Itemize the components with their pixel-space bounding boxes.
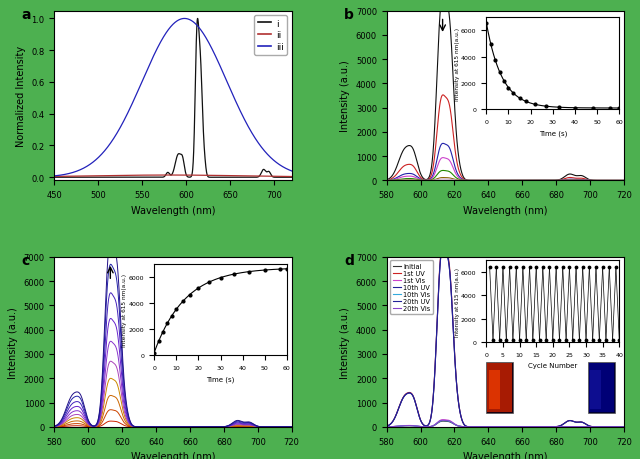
- Line: 20th UV: 20th UV: [387, 247, 627, 427]
- Initial: [501, 424, 509, 430]
- 10th Vis: [623, 424, 631, 430]
- 10th UV: [481, 424, 488, 430]
- 20th Vis: [489, 424, 497, 430]
- 1st UV: [501, 424, 509, 430]
- 20th UV: [571, 419, 579, 425]
- 1st Vis: [489, 424, 497, 430]
- 20th UV: [481, 424, 488, 430]
- Initial: [481, 424, 488, 430]
- 10th Vis: [489, 424, 497, 430]
- 20th UV: [575, 420, 583, 425]
- Y-axis label: Intensity (a.u.): Intensity (a.u.): [340, 306, 350, 378]
- 10th Vis: [575, 424, 583, 430]
- 10th UV: [623, 424, 631, 430]
- 10th Vis: [383, 424, 390, 430]
- 10th UV: [383, 424, 390, 429]
- 1st Vis: [571, 424, 579, 430]
- Line: 1st Vis: 1st Vis: [387, 420, 627, 427]
- 1st Vis: [481, 424, 488, 430]
- Initial: [408, 423, 415, 429]
- Initial: [575, 424, 583, 430]
- Line: Initial: Initial: [387, 421, 627, 427]
- Initial: [571, 424, 579, 430]
- Text: c: c: [21, 254, 29, 268]
- Initial: [383, 424, 390, 430]
- 10th Vis: [571, 424, 579, 430]
- Legend: i, ii, iii: i, ii, iii: [254, 16, 287, 56]
- Initial: [439, 419, 447, 424]
- X-axis label: Wavelength (nm): Wavelength (nm): [463, 205, 548, 215]
- 1st Vis: [439, 417, 447, 423]
- 20th UV: [548, 424, 556, 430]
- 1st Vis: [501, 424, 509, 430]
- 10th Vis: [548, 424, 556, 430]
- 1st Vis: [408, 423, 415, 428]
- 1st UV: [408, 391, 415, 396]
- 20th Vis: [575, 424, 583, 430]
- 1st UV: [623, 424, 631, 430]
- 20th Vis: [548, 424, 556, 430]
- 20th UV: [383, 424, 390, 429]
- 20th Vis: [501, 424, 509, 430]
- 10th UV: [571, 419, 579, 425]
- Y-axis label: Intensity (a.u.): Intensity (a.u.): [8, 306, 18, 378]
- 1st UV: [383, 423, 390, 429]
- 10th UV: [408, 391, 415, 397]
- 1st UV: [439, 242, 447, 247]
- Line: 10th UV: 10th UV: [387, 247, 627, 427]
- Y-axis label: Normalized Intensity: Normalized Intensity: [16, 46, 26, 147]
- Text: b: b: [344, 8, 354, 22]
- 1st Vis: [623, 424, 631, 430]
- 1st Vis: [548, 424, 556, 430]
- 1st UV: [481, 424, 488, 430]
- 20th Vis: [623, 424, 631, 430]
- 10th UV: [548, 424, 556, 430]
- 20th UV: [439, 245, 447, 250]
- 20th UV: [623, 424, 631, 430]
- 1st UV: [575, 420, 583, 425]
- 20th Vis: [439, 418, 447, 423]
- Initial: [623, 424, 631, 430]
- Y-axis label: Intensity (a.u.): Intensity (a.u.): [340, 61, 350, 132]
- 1st Vis: [575, 424, 583, 430]
- X-axis label: Wavelength (nm): Wavelength (nm): [463, 451, 548, 459]
- Line: 20th Vis: 20th Vis: [387, 420, 627, 427]
- 20th UV: [501, 424, 509, 430]
- 10th UV: [489, 424, 497, 430]
- 10th UV: [501, 424, 509, 430]
- 10th Vis: [439, 418, 447, 423]
- 20th Vis: [481, 424, 488, 430]
- X-axis label: Wavelength (nm): Wavelength (nm): [131, 451, 215, 459]
- 20th Vis: [408, 423, 415, 428]
- 1st UV: [489, 424, 497, 430]
- 10th Vis: [481, 424, 488, 430]
- Line: 10th Vis: 10th Vis: [387, 420, 627, 427]
- 10th UV: [439, 245, 447, 250]
- Legend: Initial, 1st UV, 1st Vis, 10th UV, 10th Vis, 20th UV, 20th Vis: Initial, 1st UV, 1st Vis, 10th UV, 10th …: [390, 261, 433, 314]
- 20th Vis: [571, 424, 579, 430]
- 10th Vis: [408, 423, 415, 428]
- 10th Vis: [501, 424, 509, 430]
- Text: d: d: [344, 254, 354, 268]
- 20th UV: [408, 391, 415, 397]
- Initial: [489, 424, 497, 430]
- X-axis label: Wavelength (nm): Wavelength (nm): [131, 205, 215, 215]
- 1st Vis: [383, 424, 390, 430]
- Line: 1st UV: 1st UV: [387, 245, 627, 427]
- Text: a: a: [21, 8, 31, 22]
- 20th Vis: [383, 424, 390, 430]
- 10th UV: [575, 420, 583, 425]
- 20th UV: [489, 424, 497, 430]
- 1st UV: [571, 419, 579, 425]
- Initial: [548, 424, 556, 430]
- 1st UV: [548, 424, 556, 430]
